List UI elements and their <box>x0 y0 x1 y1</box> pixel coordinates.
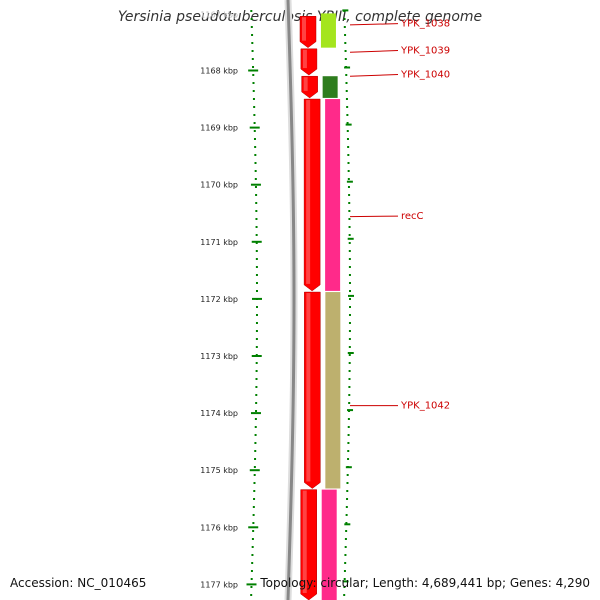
genome-backbone <box>286 0 296 600</box>
gene-arrow-highlight <box>306 100 311 284</box>
gene-label: YPK_1038 <box>400 19 450 30</box>
genome-stats-text: Topology: circular; Length: 4,689,441 bp… <box>260 576 590 590</box>
label-leader-line <box>349 23 399 26</box>
cds-block <box>325 99 341 291</box>
ruler-tick-label: 1174 kbp <box>200 409 238 418</box>
gene-arrow-highlight <box>301 17 306 41</box>
gene-arrow-highlight <box>303 77 308 91</box>
label-leader-line <box>349 50 399 53</box>
ruler-tick-label: 1175 kbp <box>200 466 238 475</box>
cds-track-axis <box>343 10 351 596</box>
label-leader-line <box>349 215 399 218</box>
ruler-tick-label: 1177 kbp <box>200 580 238 589</box>
ruler-tick-label: 1171 kbp <box>200 238 238 247</box>
gene-label: YPK_1040 <box>400 69 450 80</box>
ruler-tick-label: 1168 kbp <box>200 67 238 76</box>
gene-label: YPK_1042 <box>400 401 450 412</box>
cds-block <box>321 489 337 600</box>
ruler-tick-label-partial: 1167 kbp <box>200 10 238 19</box>
ruler-tick-label: 1169 kbp <box>200 124 238 133</box>
ruler-tick-label: 1176 kbp <box>200 523 238 532</box>
gene-arrow-highlight <box>302 49 307 69</box>
ruler-tick-label: 1173 kbp <box>200 352 238 361</box>
gene-label: recC <box>401 211 424 222</box>
accession-text: Accession: NC_010465 <box>10 576 147 590</box>
label-leader-line <box>349 73 399 77</box>
cds-block <box>322 76 338 98</box>
cds-block <box>320 13 336 48</box>
ruler-axis <box>250 10 258 596</box>
gene-label: YPK_1039 <box>400 46 450 57</box>
cds-block <box>325 292 341 489</box>
gene-arrow-highlight <box>306 293 311 482</box>
gene-arrow-highlight <box>302 490 307 593</box>
ruler-tick-label: 1170 kbp <box>200 181 238 190</box>
ruler-tick-label: 1172 kbp <box>200 295 238 304</box>
